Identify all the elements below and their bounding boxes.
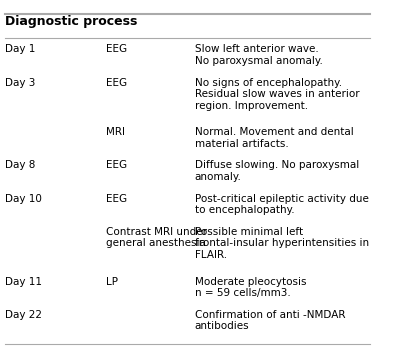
Text: Day 3: Day 3	[5, 77, 36, 88]
Text: Confirmation of anti -NMDAR
antibodies: Confirmation of anti -NMDAR antibodies	[195, 310, 345, 331]
Text: LP: LP	[106, 277, 118, 287]
Text: Contrast MRI under
general anesthesia: Contrast MRI under general anesthesia	[106, 227, 206, 249]
Text: Day 22: Day 22	[5, 310, 42, 320]
Text: No signs of encephalopathy.
Residual slow waves in anterior
region. Improvement.: No signs of encephalopathy. Residual slo…	[195, 77, 360, 111]
Text: Normal. Movement and dental
material artifacts.: Normal. Movement and dental material art…	[195, 127, 354, 149]
Text: Possible minimal left
frontal-insular hyperintensities in
FLAIR.: Possible minimal left frontal-insular hy…	[195, 227, 369, 260]
Text: Moderate pleocytosis
n = 59 cells/mm3.: Moderate pleocytosis n = 59 cells/mm3.	[195, 277, 306, 298]
Text: MRI: MRI	[106, 127, 124, 137]
Text: Day 10: Day 10	[5, 194, 42, 204]
Text: EEG: EEG	[106, 77, 127, 88]
Text: EEG: EEG	[106, 161, 127, 170]
Text: Day 8: Day 8	[5, 161, 36, 170]
Text: Day 1: Day 1	[5, 44, 36, 54]
Text: Slow left anterior wave.
No paroxysmal anomaly.: Slow left anterior wave. No paroxysmal a…	[195, 44, 323, 66]
Text: Day 11: Day 11	[5, 277, 42, 287]
Text: Diffuse slowing. No paroxysmal
anomaly.: Diffuse slowing. No paroxysmal anomaly.	[195, 161, 359, 182]
Text: Post-critical epileptic activity due
to encephalopathy.: Post-critical epileptic activity due to …	[195, 194, 369, 215]
Text: EEG: EEG	[106, 44, 127, 54]
Text: Diagnostic process: Diagnostic process	[5, 15, 138, 29]
Text: EEG: EEG	[106, 194, 127, 204]
